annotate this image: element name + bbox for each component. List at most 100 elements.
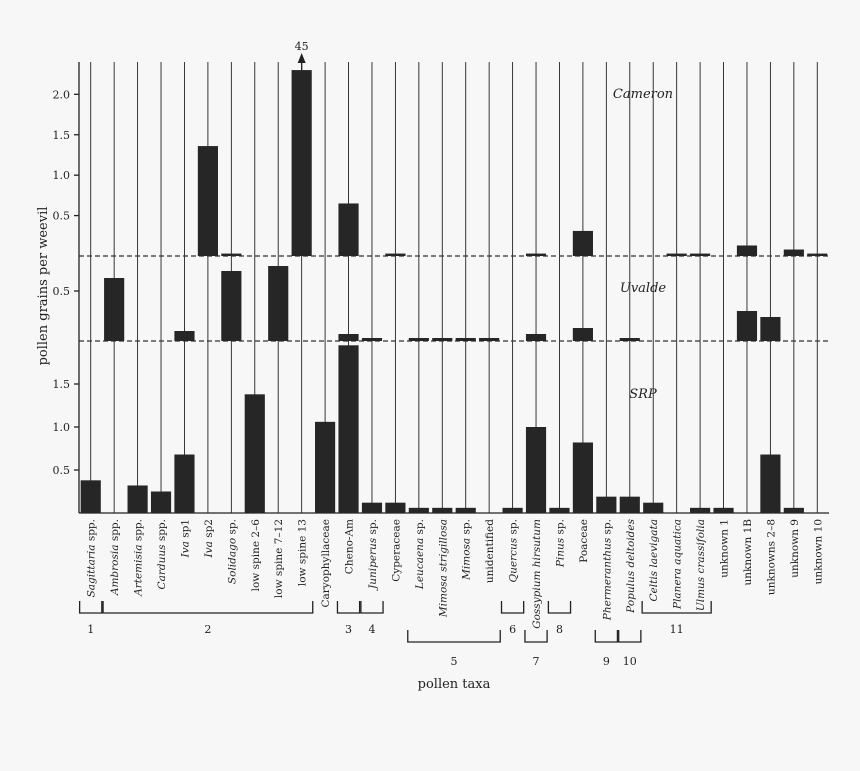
bar-cameron <box>690 253 711 256</box>
bar-srp <box>455 507 476 513</box>
x-tick-label: Ambrosia spp. <box>109 519 121 596</box>
group-label: 2 <box>204 623 211 636</box>
bar-srp <box>525 427 547 513</box>
bar-cameron <box>666 253 687 256</box>
x-tick-label: Juniperus sp. <box>367 519 379 591</box>
bar-uvalde <box>361 338 383 341</box>
bar-srp <box>408 507 429 513</box>
panel-site-label: SRP <box>629 387 657 402</box>
bar-uvalde <box>408 338 429 341</box>
x-tick-label: Solidago sp. <box>226 519 238 584</box>
x-tick-label: Populus deltoides <box>625 518 637 613</box>
x-tick-label: Caryophyllaceae <box>320 519 332 608</box>
bar-uvalde <box>455 338 476 341</box>
group-label: 11 <box>670 623 684 636</box>
x-tick-label: Ulmus crassifolia <box>695 519 707 611</box>
bar-srp <box>760 454 781 513</box>
x-tick-label: Cyperaceae <box>390 519 402 582</box>
bar-uvalde <box>104 278 125 341</box>
panel-site-label: Uvalde <box>620 281 667 296</box>
group-bracket <box>336 601 361 614</box>
group-bracket <box>641 601 712 614</box>
group-bracket <box>407 630 501 643</box>
bar-srp <box>432 507 453 513</box>
group-label: 1 <box>87 623 94 636</box>
bar-cameron <box>807 253 828 256</box>
x-axis-title: pollen taxa <box>418 677 491 692</box>
x-tick-label: Quercus sp. <box>508 519 520 582</box>
y-tick-label: 1.0 <box>53 169 71 182</box>
bar-cameron <box>197 146 218 256</box>
y-tick-label: 1.0 <box>53 421 71 434</box>
bar-srp <box>619 496 640 513</box>
group-label: 7 <box>533 655 540 668</box>
group-label: 3 <box>345 623 352 636</box>
bar-cameron <box>783 249 804 256</box>
x-tick-label: unknown 1 <box>719 519 731 578</box>
x-tick-label: Sagittaria spp. <box>86 519 98 597</box>
bar-srp <box>713 507 734 513</box>
group-bracket <box>360 601 384 614</box>
bar-uvalde <box>268 266 289 341</box>
y-axis-title: pollen grains per weevil <box>36 207 51 366</box>
x-tick-label: unknown 1B <box>742 519 754 586</box>
y-tick-label: 0.5 <box>53 464 71 477</box>
bar-uvalde <box>479 338 500 341</box>
bar-cameron <box>291 70 312 256</box>
bar-srp <box>315 421 336 513</box>
x-tick-label: unknown 10 <box>812 519 824 584</box>
bar-uvalde <box>572 328 593 341</box>
x-tick-label: Carduus spp. <box>156 519 168 589</box>
x-tick-label: Mimosa strigillosa <box>437 519 449 618</box>
bar-cameron <box>385 253 406 256</box>
x-tick-label: Iva sp1 <box>179 519 191 558</box>
y-tick-label: 1.5 <box>53 129 71 142</box>
offscale-annotation: 45 <box>295 40 309 53</box>
bar-srp <box>643 502 664 513</box>
x-tick-label: Phermeranthus sp. <box>601 519 613 621</box>
x-tick-label: low spine 13 <box>297 519 309 586</box>
x-tick-label: Leucaena sp. <box>414 519 426 590</box>
group-bracket <box>594 630 619 643</box>
bar-srp <box>150 491 172 513</box>
bar-cameron <box>338 203 359 256</box>
bar-uvalde <box>221 271 242 341</box>
group-label: 10 <box>623 655 637 668</box>
bar-srp <box>690 507 711 513</box>
bar-srp <box>385 502 406 513</box>
bar-srp <box>127 485 148 513</box>
x-tick-label: Celtis laevigata <box>648 519 660 602</box>
bar-srp <box>80 480 101 513</box>
group-label: 8 <box>556 623 563 636</box>
group-label: 4 <box>368 623 375 636</box>
x-tick-label: unknowns 2–8 <box>765 519 777 595</box>
bar-uvalde <box>432 338 453 341</box>
x-tick-label: low spine 7–12 <box>273 519 285 598</box>
bar-uvalde <box>525 334 547 341</box>
group-label: 9 <box>603 655 610 668</box>
bar-srp <box>361 502 383 513</box>
group-label: 6 <box>509 623 516 636</box>
bar-cameron <box>736 245 758 256</box>
x-tick-label: Cheno-Am <box>344 519 356 574</box>
x-tick-label: unknown 9 <box>789 519 801 578</box>
group-bracket <box>618 630 642 643</box>
bar-srp <box>174 454 195 513</box>
y-tick-label: 1.5 <box>53 378 71 391</box>
bar-uvalde <box>174 331 195 341</box>
bar-uvalde <box>338 334 359 341</box>
bar-srp <box>596 496 617 513</box>
y-tick-label: 0.5 <box>53 210 71 223</box>
bar-srp <box>502 507 523 513</box>
x-tick-label: Pinus sp. <box>554 519 566 568</box>
x-tick-label: unidentified <box>484 519 496 583</box>
group-label: 5 <box>451 655 458 668</box>
y-tick-label: 0.5 <box>53 285 71 298</box>
group-bracket <box>547 601 572 614</box>
x-tick-label: Artemisia spp. <box>133 519 145 597</box>
x-tick-label: Mimosa sp. <box>461 519 473 581</box>
x-tick-label: low spine 2–6 <box>250 519 262 592</box>
offscale-arrow-head <box>297 53 306 63</box>
